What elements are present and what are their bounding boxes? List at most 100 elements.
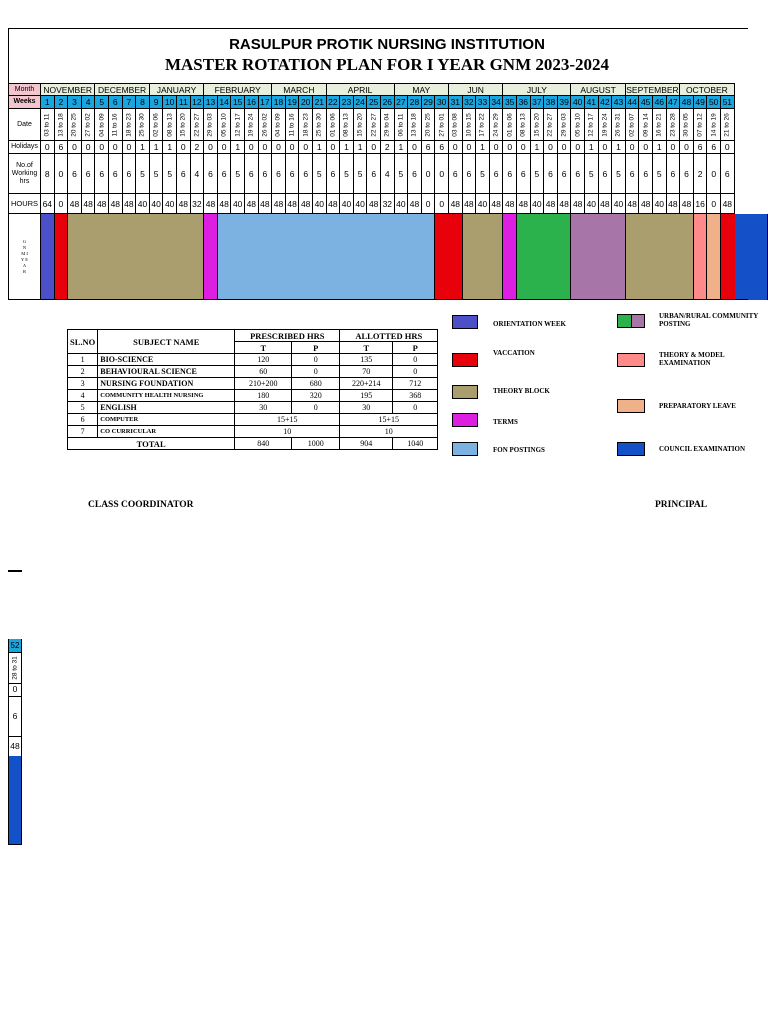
allotted-practical: 0 — [392, 401, 439, 414]
week-date-text: 30 to 05 — [682, 112, 690, 137]
week-number: 31 — [449, 96, 463, 109]
holiday-count: 0 — [544, 141, 558, 154]
table-row: 1 BIO-SCIENCE 120 0 135 0 — [66, 353, 439, 366]
week-date-range: 17 to 22 — [476, 109, 490, 141]
hours-value: 48 — [258, 194, 273, 214]
hours-value: 40 — [231, 194, 245, 214]
week-date-text: 01 to 06 — [506, 112, 514, 137]
working-hours-count: 4 — [381, 154, 395, 194]
week-date-range: 14 to 19 — [707, 109, 721, 141]
month-header: JANUARY — [149, 83, 205, 96]
week-date-range: 25 to 30 — [136, 109, 150, 141]
week-date-range: 19 to 24 — [245, 109, 259, 141]
week-number: 25 — [367, 96, 381, 109]
week-date-text: 29 to 03 — [206, 112, 214, 137]
week-date-range: 10 to 15 — [462, 109, 477, 141]
week-date-text: 13 to 18 — [57, 112, 65, 137]
hours-value: 48 — [489, 194, 504, 214]
header-subject: SUBJECT NAME — [97, 329, 236, 354]
holiday-count: 0 — [285, 141, 300, 154]
holiday-count: 0 — [217, 141, 232, 154]
holiday-count: 0 — [68, 141, 82, 154]
overflow-week: 52 — [9, 639, 21, 653]
hours-value: 48 — [598, 194, 613, 214]
week-number: 5 — [95, 96, 109, 109]
hours-value: 40 — [476, 194, 490, 214]
week-date-text: 12 to 17 — [234, 112, 242, 137]
week-date-range: 26 to 02 — [258, 109, 273, 141]
week-date-text: 03 to 11 — [43, 112, 51, 137]
working-hours-count: 2 — [693, 154, 708, 194]
month-header: NOVEMBER — [41, 83, 96, 96]
week-date-text: 21 to 26 — [723, 112, 731, 137]
hours-value: 64 — [41, 194, 55, 214]
subject-number: 1 — [66, 353, 99, 366]
hours-value: 48 — [449, 194, 463, 214]
week-date-text: 04 to 09 — [274, 112, 282, 137]
hours-value: 40 — [163, 194, 177, 214]
header-prescribed-p: P — [291, 341, 341, 354]
working-hours-count: 4 — [190, 154, 205, 194]
week-date-range: 22 to 27 — [544, 109, 558, 141]
prescribed-practical: 680 — [291, 377, 341, 390]
holiday-count: 0 — [299, 141, 313, 154]
row-label-month: Month — [8, 83, 41, 96]
holiday-count: 0 — [517, 141, 531, 154]
holiday-count: 0 — [625, 141, 640, 154]
table-row: 4 COMMUNITY HEALTH NURSING 180 320 195 368 — [66, 389, 439, 402]
overflow-date: 28 to 31 — [11, 655, 19, 680]
total-label: TOTAL — [66, 437, 236, 450]
holiday-count: 0 — [557, 141, 572, 154]
working-hours-count: 6 — [721, 154, 735, 194]
week-date-text: 25 to 30 — [315, 112, 323, 137]
hours-value: 48 — [625, 194, 640, 214]
overflow-holiday: 0 — [9, 683, 21, 697]
week-number: 32 — [462, 96, 477, 109]
legend-swatch-community-rural — [631, 314, 645, 328]
week-date-range: 20 to 25 — [421, 109, 436, 141]
week-date-text: 18 to 23 — [125, 112, 133, 137]
week-date-text: 11 to 16 — [111, 112, 119, 137]
rotation-block-terms — [204, 214, 218, 300]
week-date-text: 13 to 18 — [410, 112, 418, 137]
working-hours-count: 5 — [653, 154, 667, 194]
week-date-text: 01 to 06 — [329, 112, 337, 137]
subject-number: 6 — [66, 413, 99, 426]
working-hours-count: 6 — [666, 154, 681, 194]
row-label-date: Date — [8, 109, 41, 141]
month-header: AUGUST — [571, 83, 626, 96]
holiday-count: 0 — [95, 141, 109, 154]
hours-value: 40 — [394, 194, 409, 214]
holiday-count: 1 — [612, 141, 626, 154]
week-date-text: 27 to 02 — [84, 112, 92, 137]
holiday-count: 0 — [680, 141, 694, 154]
holiday-count: 1 — [313, 141, 327, 154]
legend-swatch-terms — [452, 413, 478, 427]
rotation-block-council-exam — [734, 214, 768, 300]
week-date-range: 24 to 29 — [489, 109, 504, 141]
prescribed-hours: 15+15 — [234, 413, 341, 426]
working-hours-count: 6 — [489, 154, 504, 194]
hours-value: 40 — [653, 194, 667, 214]
week-date-range: 23 to 28 — [666, 109, 681, 141]
week-date-range: 03 to 08 — [449, 109, 463, 141]
week-date-text: 20 to 25 — [424, 112, 432, 137]
week-date-text: 26 to 02 — [261, 112, 269, 137]
legend-label-vacation: VACCATION — [493, 349, 535, 357]
rotation-block-theory-block — [68, 214, 205, 300]
working-hours-count: 0 — [707, 154, 721, 194]
week-date-range: 19 to 24 — [598, 109, 613, 141]
week-date-text: 06 to 11 — [397, 112, 405, 137]
table-row: 7 CO CURRICULAR 10 10 — [66, 425, 439, 438]
week-number: 14 — [217, 96, 232, 109]
week-date-range: 30 to 05 — [680, 109, 694, 141]
holiday-count: 0 — [666, 141, 681, 154]
week-date-range: 15 to 20 — [353, 109, 368, 141]
week-number: 9 — [149, 96, 164, 109]
week-number: 50 — [707, 96, 721, 109]
working-hours-count: 5 — [340, 154, 354, 194]
week-date-range: 11 to 16 — [109, 109, 123, 141]
allotted-hours: 15+15 — [339, 413, 439, 426]
holiday-count: 1 — [149, 141, 164, 154]
month-header: APRIL — [326, 83, 395, 96]
